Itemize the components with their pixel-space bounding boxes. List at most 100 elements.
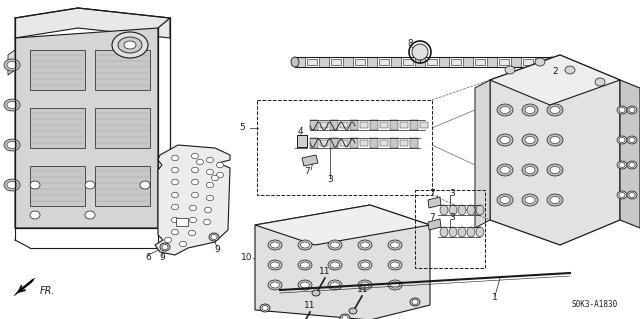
- Polygon shape: [410, 138, 418, 148]
- Ellipse shape: [301, 242, 310, 248]
- Ellipse shape: [565, 66, 575, 74]
- Polygon shape: [307, 59, 317, 65]
- Ellipse shape: [522, 194, 538, 206]
- Polygon shape: [420, 122, 428, 128]
- Polygon shape: [255, 205, 430, 245]
- Ellipse shape: [172, 204, 179, 210]
- Polygon shape: [370, 120, 378, 130]
- Ellipse shape: [7, 142, 17, 149]
- Ellipse shape: [500, 197, 510, 204]
- Ellipse shape: [7, 62, 17, 69]
- Ellipse shape: [467, 227, 475, 237]
- Ellipse shape: [301, 282, 310, 288]
- Text: 7: 7: [429, 213, 435, 222]
- Text: S0K3-A1830: S0K3-A1830: [572, 300, 618, 309]
- Ellipse shape: [262, 306, 268, 310]
- Ellipse shape: [30, 181, 40, 189]
- Ellipse shape: [522, 104, 538, 116]
- Ellipse shape: [291, 57, 299, 67]
- Text: 11: 11: [304, 301, 316, 310]
- Ellipse shape: [619, 137, 625, 143]
- Polygon shape: [320, 140, 328, 146]
- Bar: [30, 166, 85, 206]
- Ellipse shape: [7, 182, 17, 189]
- Bar: [95, 108, 150, 148]
- Ellipse shape: [390, 262, 399, 268]
- Ellipse shape: [298, 240, 312, 250]
- Ellipse shape: [271, 282, 280, 288]
- Ellipse shape: [525, 197, 535, 204]
- Text: 5: 5: [239, 123, 245, 132]
- Polygon shape: [360, 122, 368, 128]
- Bar: [30, 108, 85, 148]
- Ellipse shape: [191, 179, 198, 185]
- Ellipse shape: [268, 280, 282, 290]
- Ellipse shape: [617, 106, 627, 114]
- Ellipse shape: [627, 106, 637, 114]
- Ellipse shape: [209, 233, 219, 241]
- Ellipse shape: [191, 192, 198, 198]
- Polygon shape: [403, 59, 413, 65]
- Polygon shape: [320, 122, 328, 128]
- Text: 1: 1: [492, 293, 498, 302]
- Ellipse shape: [360, 262, 369, 268]
- Polygon shape: [490, 55, 620, 105]
- Polygon shape: [255, 205, 430, 319]
- Ellipse shape: [535, 58, 545, 66]
- Text: FR.: FR.: [40, 286, 56, 296]
- Ellipse shape: [497, 164, 513, 176]
- Ellipse shape: [440, 227, 448, 237]
- Polygon shape: [302, 155, 318, 166]
- Bar: [415, 190, 485, 268]
- Polygon shape: [14, 278, 35, 296]
- Polygon shape: [415, 57, 425, 67]
- Ellipse shape: [260, 304, 270, 312]
- Polygon shape: [490, 55, 620, 245]
- Polygon shape: [390, 138, 398, 148]
- Polygon shape: [451, 59, 461, 65]
- Text: 2: 2: [552, 68, 558, 77]
- Polygon shape: [535, 57, 545, 67]
- Ellipse shape: [390, 282, 399, 288]
- Polygon shape: [379, 59, 389, 65]
- Bar: [257, 100, 432, 195]
- Ellipse shape: [179, 241, 186, 247]
- Polygon shape: [343, 57, 353, 67]
- Ellipse shape: [4, 99, 20, 111]
- Ellipse shape: [522, 164, 538, 176]
- Text: 7: 7: [304, 167, 310, 176]
- Polygon shape: [487, 57, 497, 67]
- Ellipse shape: [298, 260, 312, 270]
- Polygon shape: [295, 57, 305, 67]
- Text: 7: 7: [429, 189, 435, 198]
- Polygon shape: [330, 120, 338, 130]
- Ellipse shape: [550, 167, 560, 174]
- Ellipse shape: [205, 207, 211, 213]
- Ellipse shape: [617, 191, 627, 199]
- Ellipse shape: [595, 78, 605, 86]
- Text: 6: 6: [145, 253, 151, 262]
- Ellipse shape: [449, 227, 457, 237]
- Ellipse shape: [627, 136, 637, 144]
- Text: 9: 9: [159, 254, 165, 263]
- Polygon shape: [370, 138, 378, 148]
- Ellipse shape: [440, 205, 448, 215]
- Ellipse shape: [196, 159, 204, 165]
- Polygon shape: [310, 120, 318, 130]
- Ellipse shape: [207, 157, 214, 163]
- Bar: [176, 218, 188, 226]
- Polygon shape: [428, 219, 441, 230]
- Ellipse shape: [410, 298, 420, 306]
- Ellipse shape: [629, 108, 635, 113]
- Ellipse shape: [172, 192, 179, 198]
- Ellipse shape: [349, 308, 357, 314]
- Polygon shape: [390, 120, 398, 130]
- Polygon shape: [380, 140, 388, 146]
- Ellipse shape: [617, 136, 627, 144]
- Polygon shape: [499, 59, 509, 65]
- Ellipse shape: [617, 161, 627, 169]
- Ellipse shape: [500, 137, 510, 144]
- Ellipse shape: [4, 59, 20, 71]
- Ellipse shape: [140, 181, 150, 189]
- Ellipse shape: [189, 205, 196, 211]
